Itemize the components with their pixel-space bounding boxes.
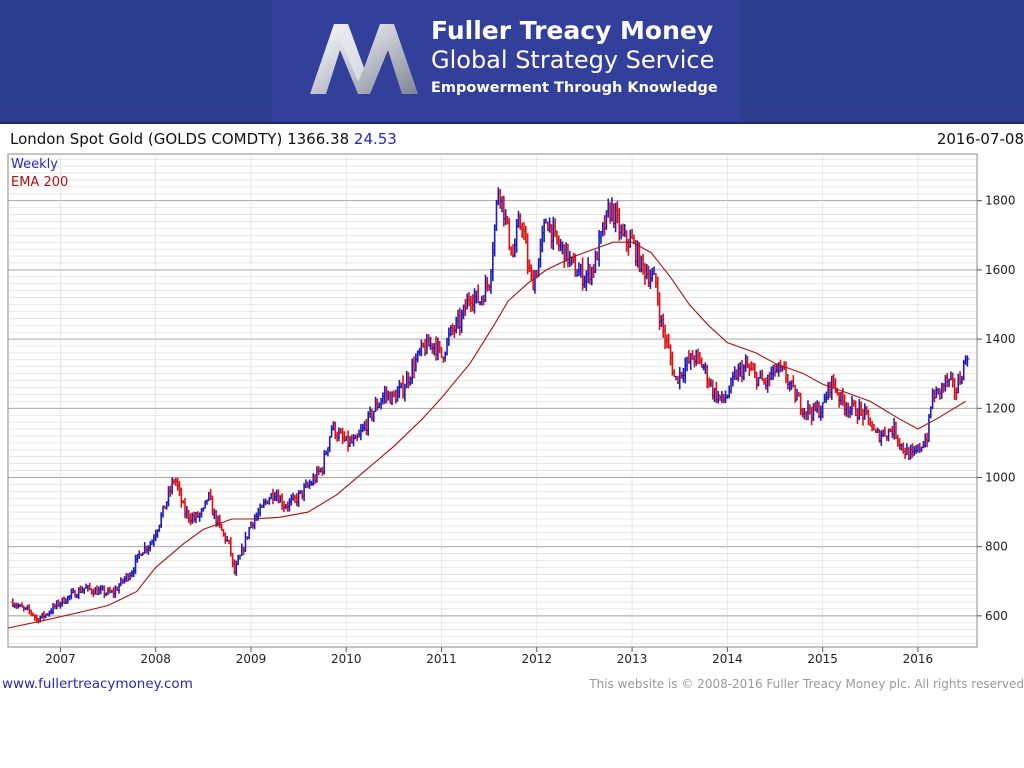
legend-weekly: Weekly [11,157,58,172]
website-link[interactable]: www.fullertreacymoney.com [2,676,193,692]
x-tick-label: 2012 [522,652,553,666]
y-tick-label: 1000 [985,470,1016,484]
x-tick-label: 2010 [331,652,362,666]
ema-200-layer [7,241,966,629]
price-chart: 600 800 1000 1200 1400 1600 1800 2007 2008 2009 20… [7,153,1016,666]
grid-lines [8,154,977,647]
y-tick-label: 1400 [985,332,1016,346]
last-price: 1366.38 [287,130,350,148]
brand-subtitle: Global Strategy Service [431,46,715,74]
brand-title: Fuller Treacy Money [431,16,714,45]
weekly-price-bars [10,187,970,624]
y-tick-label: 600 [985,609,1008,623]
x-tick-label: 2013 [617,652,648,666]
chart-date: 2016-07-08 [936,130,1024,148]
x-tick-label: 2007 [45,652,76,666]
x-tick-label: 2015 [807,652,838,666]
header-divider [0,122,1024,124]
m-logo-icon[interactable] [308,22,420,100]
y-tick-label: 1800 [985,194,1016,208]
axes: 600 800 1000 1200 1400 1600 1800 2007 2008 2009 20… [45,194,1015,666]
price-change: 24.53 [353,130,397,148]
x-tick-label: 2008 [140,652,171,666]
brand-tagline: Empowerment Through Knowledge [431,80,718,96]
plot-area [7,153,978,648]
x-tick-label: 2011 [426,652,457,666]
instrument-name: London Spot Gold (GOLDS COMDTY) [10,130,283,148]
plot-frame [7,153,978,648]
x-tick-label: 2016 [903,652,934,666]
x-tick-label: 2009 [236,652,267,666]
y-tick-label: 800 [985,540,1008,554]
y-tick-label: 1600 [985,263,1016,277]
chart-title: London Spot Gold (GOLDS COMDTY) 1366.38 … [10,130,397,148]
x-tick-label: 2014 [712,652,743,666]
copyright-notice: This website is © 2008-2016 Fuller Treac… [589,677,1024,691]
ema-200-line [7,241,966,629]
legend-ema-200: EMA 200 [11,175,68,190]
y-tick-label: 1200 [985,401,1016,415]
